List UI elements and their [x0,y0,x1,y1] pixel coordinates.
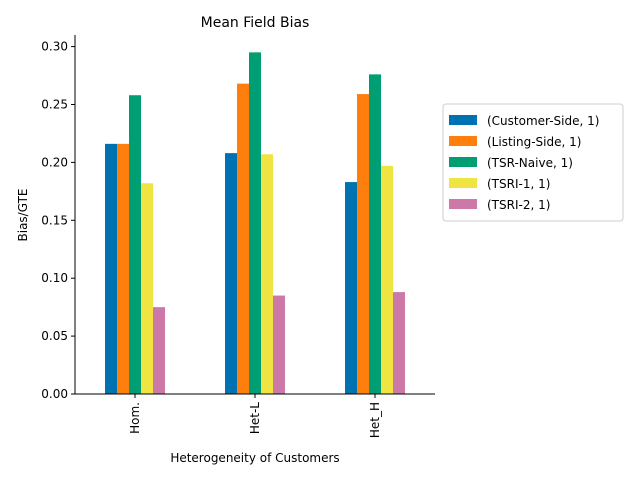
y-tick-label: 0.05 [41,329,68,343]
legend-label: (Listing-Side, 1) [487,135,581,149]
legend-label: (TSR-Naive, 1) [487,156,573,170]
x-tick-label: Het_H [368,402,382,438]
chart-title: Mean Field Bias [201,15,310,31]
bar [393,292,405,394]
bar [129,95,141,394]
legend-swatch [449,178,477,188]
bar-series [105,52,405,395]
legend-swatch [449,136,477,146]
legend-frame [442,103,624,222]
bar [273,295,285,394]
bar [345,182,357,394]
bar [105,143,117,394]
x-tick-label: Hom. [128,402,142,434]
y-axis-label: Bias/GTE [16,189,30,242]
legend-swatch [449,115,477,125]
y-tick-label: 0.30 [41,40,68,54]
y-tick-label: 0.20 [41,155,68,169]
bar [261,154,273,394]
x-tick-label: Het-L [248,402,262,434]
bar [369,74,381,394]
legend-label: (Customer-Side, 1) [487,114,599,128]
y-tick-label: 0.25 [41,97,68,111]
bar [141,183,153,394]
legend-label: (TSRI-2, 1) [487,198,550,212]
bar [381,165,393,394]
legend-swatch [449,199,477,209]
x-axis-label: Heterogeneity of Customers [170,451,339,465]
y-tick-label: 0.10 [41,271,68,285]
legend-swatch [449,157,477,167]
bar [153,307,165,394]
bar [225,153,237,394]
x-axis-ticks: Hom. Het-L Het_H [128,394,382,438]
bar [249,52,261,394]
bar [357,94,369,395]
y-tick-label: 0.15 [41,213,68,227]
y-axis-ticks: 0.00 0.05 0.10 0.15 0.20 0.25 0.30 [41,40,75,401]
legend-label: (TSRI-1, 1) [487,177,550,191]
y-tick-label: 0.00 [41,387,68,401]
bar [117,143,129,394]
bar [237,83,249,395]
legend: (Customer-Side, 1) (Listing-Side, 1) (TSR-… [442,103,624,222]
